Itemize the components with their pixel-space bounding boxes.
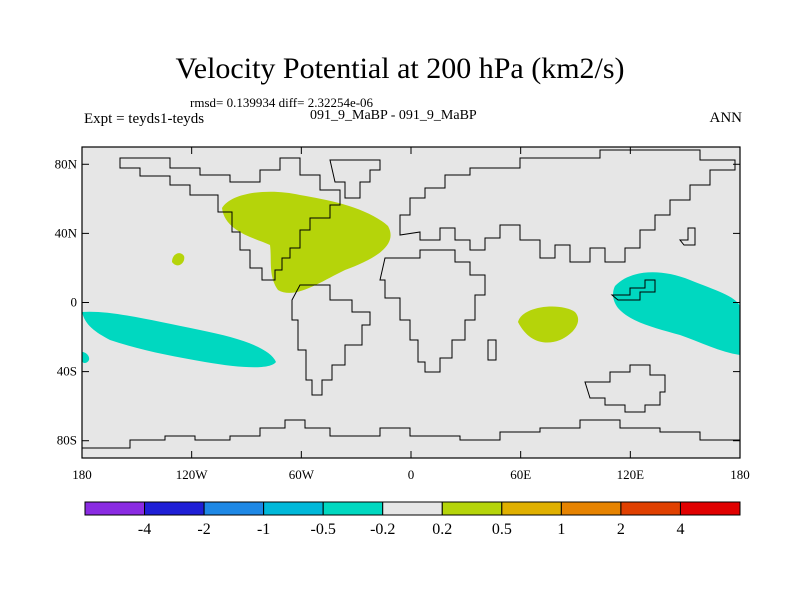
coastlines [82,149,740,449]
colorbar-swatch [620,501,681,516]
lat-tick-label: 80S [57,433,77,448]
colorbar-swatch [501,501,562,516]
negative-anomaly-west-edge [82,352,90,363]
colorbar-swatch [84,501,146,516]
coastline-antarctica [82,419,740,449]
lat-tick-label: 40S [57,364,77,379]
lon-axis: 180 120W 60W 0 60E 120E 180 [72,147,750,482]
lat-tick-label: 80N [55,156,78,171]
coastline-maritime-continent [610,279,656,301]
colorbar-label: -4 [138,521,151,538]
lon-tick-label: 60E [510,467,531,482]
coastline-africa [379,249,486,373]
coastline-europe-asia [399,149,736,263]
positive-anomaly-indian-ocean [518,306,579,343]
lon-tick-label: 120E [617,467,645,482]
coastline-south-america [291,284,371,396]
negative-anomaly-west-pacific [613,272,740,355]
season-label: ANN [709,110,743,126]
colorbar-label: 1 [557,521,565,538]
positive-anomaly-small [172,253,185,266]
colorbar-label: -0.2 [370,521,395,538]
lat-axis: 80N 40N 0 40S 80S [55,156,740,448]
colorbar-swatch [382,501,443,516]
colorbar-label: 4 [676,521,684,538]
case-label: 091_9_MaBP - 091_9_MaBP [310,108,477,123]
map-panel: 80N 40N 0 40S 80S 180 120W 60W 0 60E 120E 180 [55,146,750,482]
lon-tick-label: 180 [730,467,750,482]
coastline-japan [678,227,696,246]
colorbar-swatch [560,501,622,516]
lon-tick-label: 180 [72,467,92,482]
lon-tick-label: 60W [289,467,315,482]
negative-anomaly-south-pacific [82,311,276,368]
colorbar-swatch [441,501,503,516]
stats-label: rmsd= 0.139934 diff= 2.32254e-06 [190,95,374,110]
colorbar-label: 0.2 [432,521,452,538]
colorbar-swatch [144,501,205,516]
coastline-madagascar [487,339,497,361]
colorbar-swatch [679,501,741,516]
experiment-label: Expt = teyds1-teyds [84,111,205,127]
colorbar-swatch [263,501,324,516]
colorbar-swatch [203,501,265,516]
colorbar-label: -1 [257,521,270,538]
colorbar-label: 0.5 [492,521,512,538]
colorbar: -4 -2 -1 -0.5 -0.2 0.2 0.5 1 2 4 [84,501,741,538]
lon-tick-label: 0 [408,467,415,482]
colorbar-label: -2 [197,521,210,538]
colorbar-swatch [322,501,384,516]
coastline-greenland [329,159,381,199]
colorbar-label: -0.5 [311,521,336,538]
lat-tick-label: 0 [71,295,78,310]
coastline-north-america [119,157,341,281]
positive-anomaly-atlantic-south-america [222,191,391,293]
coastline-australia [584,364,666,413]
colorbar-label: 2 [617,521,625,538]
plot-title: Velocity Potential at 200 hPa (km2/s) [175,52,625,85]
lat-tick-label: 40N [55,225,78,240]
lon-tick-label: 120W [176,467,209,482]
